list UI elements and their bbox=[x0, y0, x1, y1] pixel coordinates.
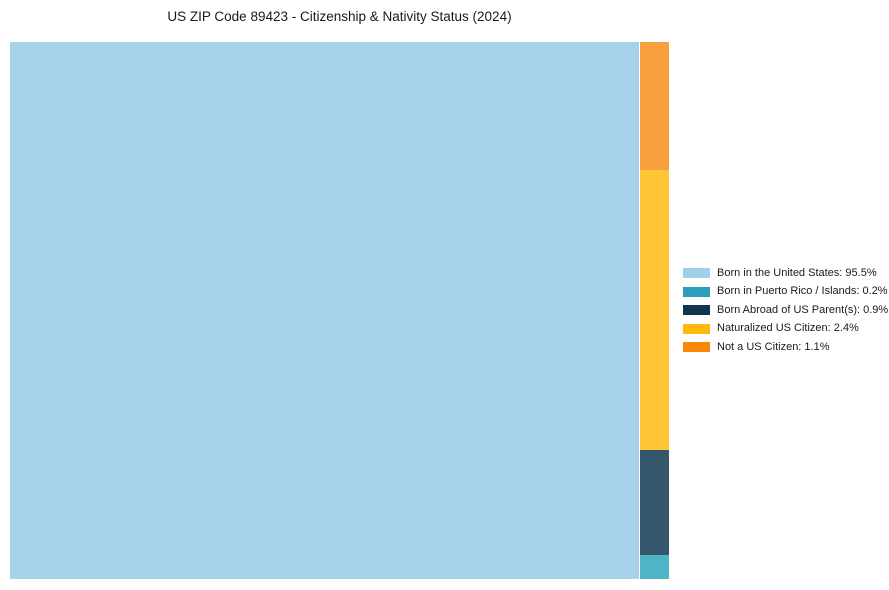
legend-label: Born in the United States: 95.5% bbox=[717, 266, 877, 279]
treemap-segment-not-a-us-citizen bbox=[640, 42, 669, 170]
treemap-plot bbox=[10, 42, 669, 579]
treemap-segment-born-in-the-united-states bbox=[10, 42, 639, 579]
legend-label: Born in Puerto Rico / Islands: 0.2% bbox=[717, 285, 888, 298]
legend-swatch-icon bbox=[683, 342, 710, 353]
legend-swatch-icon bbox=[683, 286, 710, 297]
legend-item-naturalized-us-citizen: Naturalized US Citizen: 2.4% bbox=[683, 320, 888, 339]
legend-item-born-in-puerto-rico-islands: Born in Puerto Rico / Islands: 0.2% bbox=[683, 283, 888, 302]
treemap-segment-born-in-puerto-rico-islands bbox=[640, 555, 669, 579]
treemap-segment-born-abroad-of-us-parents bbox=[640, 450, 669, 555]
chart-legend: Born in the United States: 95.5% Born in … bbox=[683, 264, 888, 357]
legend-swatch-icon bbox=[683, 268, 710, 279]
chart-title: US ZIP Code 89423 - Citizenship & Nativi… bbox=[167, 9, 512, 24]
legend-item-not-a-us-citizen: Not a US Citizen: 1.1% bbox=[683, 338, 888, 357]
legend-label: Naturalized US Citizen: 2.4% bbox=[717, 322, 859, 335]
legend-item-born-in-the-united-states: Born in the United States: 95.5% bbox=[683, 264, 888, 283]
legend-label: Not a US Citizen: 1.1% bbox=[717, 340, 830, 353]
legend-label: Born Abroad of US Parent(s): 0.9% bbox=[717, 303, 889, 316]
legend-swatch-icon bbox=[683, 305, 710, 316]
legend-item-born-abroad-of-us-parents: Born Abroad of US Parent(s): 0.9% bbox=[683, 301, 888, 320]
legend-swatch-icon bbox=[683, 323, 710, 334]
treemap-segment-naturalized-us-citizen bbox=[640, 170, 669, 450]
